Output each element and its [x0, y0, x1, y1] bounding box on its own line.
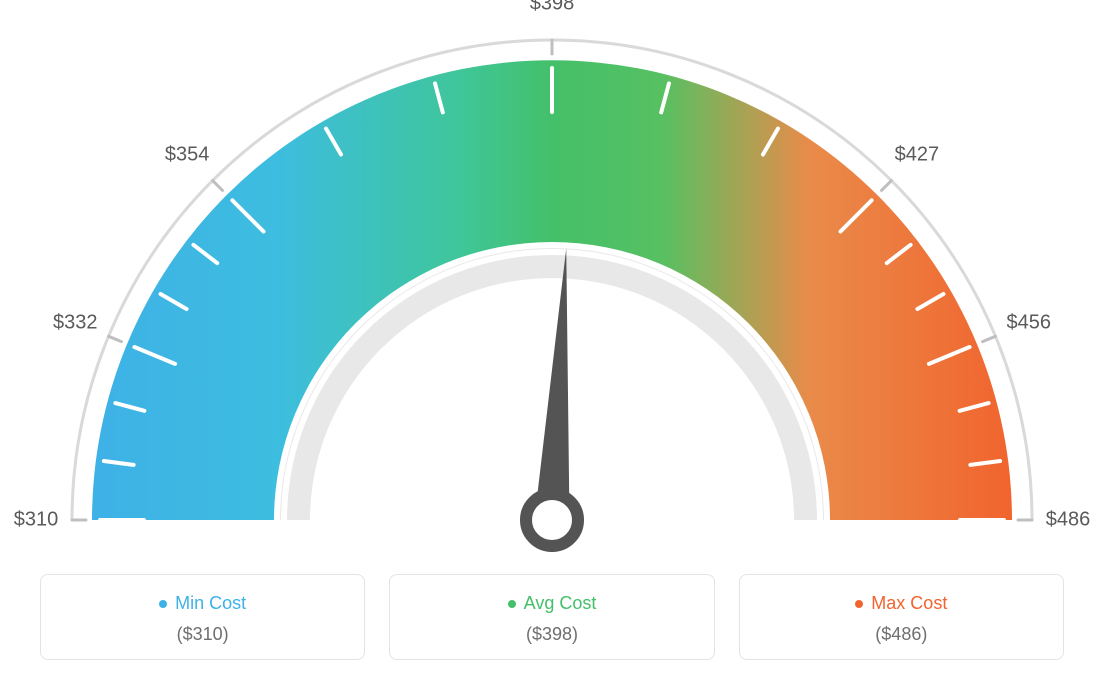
- gauge-cost-chart: $310 $332 $354 $398 $427 $456 $486 Min Cost ($…: [0, 0, 1104, 690]
- legend-row: Min Cost ($310) Avg Cost ($398) Max Cost…: [40, 574, 1064, 660]
- gauge-tick-label: $354: [165, 144, 210, 167]
- legend-title-avg: Avg Cost: [508, 593, 597, 614]
- gauge-tick-label: $427: [895, 144, 940, 167]
- legend-value-avg: ($398): [400, 624, 703, 645]
- legend-value-min: ($310): [51, 624, 354, 645]
- legend-card-avg: Avg Cost ($398): [389, 574, 714, 660]
- legend-label-min: Min Cost: [175, 593, 246, 614]
- legend-title-min: Min Cost: [159, 593, 246, 614]
- legend-card-min: Min Cost ($310): [40, 574, 365, 660]
- gauge-tick-label: $310: [14, 509, 59, 532]
- gauge-tick-label: $332: [53, 311, 98, 334]
- legend-value-max: ($486): [750, 624, 1053, 645]
- legend-card-max: Max Cost ($486): [739, 574, 1064, 660]
- legend-title-max: Max Cost: [855, 593, 947, 614]
- dot-icon: [159, 600, 167, 608]
- dot-icon: [508, 600, 516, 608]
- legend-label-avg: Avg Cost: [524, 593, 597, 614]
- gauge-tick-label: $486: [1046, 509, 1091, 532]
- gauge-tick-label: $398: [530, 0, 575, 16]
- gauge-area: $310 $332 $354 $398 $427 $456 $486: [0, 0, 1104, 560]
- dot-icon: [855, 600, 863, 608]
- legend-label-max: Max Cost: [871, 593, 947, 614]
- gauge-tick-label: $456: [1006, 311, 1051, 334]
- gauge-svg: [0, 0, 1104, 560]
